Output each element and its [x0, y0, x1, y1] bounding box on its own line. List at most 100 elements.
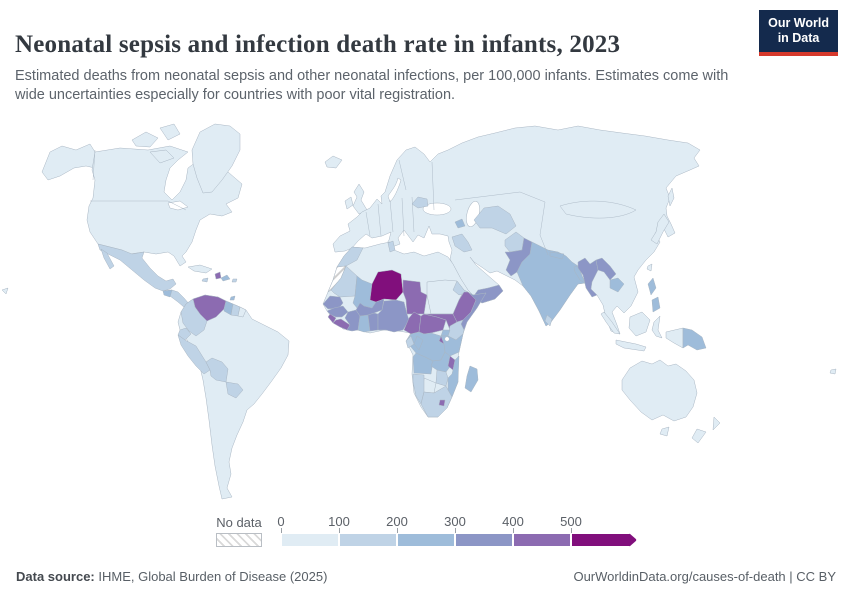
footer-license-link[interactable]: OurWorldinData.org/causes-of-death | CC … [573, 569, 836, 584]
country-zimbabwe[interactable] [435, 369, 449, 387]
country-congo[interactable] [413, 335, 424, 351]
country-borneo[interactable] [628, 311, 651, 337]
country-philippines-north[interactable] [647, 277, 657, 296]
legend-tick-label-0: 0 [277, 514, 285, 529]
country-mexico[interactable] [97, 243, 177, 292]
country-greenland[interactable] [191, 123, 241, 194]
country-ireland[interactable] [344, 196, 354, 210]
legend-tick-mark-100 [339, 528, 340, 533]
legend-no-data[interactable]: No data [216, 515, 262, 547]
data-source-text: Data source: IHME, Global Burden of Dise… [16, 569, 328, 584]
country-japan[interactable] [650, 213, 670, 245]
country-philippines-south[interactable] [651, 296, 661, 313]
country-colombia[interactable] [180, 298, 208, 337]
country-new-zealand-north[interactable] [712, 416, 721, 431]
country-guatemala[interactable] [162, 289, 173, 298]
country-guyana[interactable] [223, 300, 234, 316]
country-lesotho[interactable] [438, 399, 446, 407]
country-niger[interactable] [369, 269, 404, 303]
legend-bin-200-300[interactable] [397, 533, 455, 547]
legend-tick-label-100: 100 [328, 514, 350, 529]
country-ecuador[interactable] [177, 327, 192, 341]
legend-colorbar[interactable]: 0 100 200 300 400 500 [277, 514, 699, 547]
country-australia[interactable] [621, 359, 698, 422]
legend-bin-500+[interactable] [571, 533, 637, 547]
country-azerbaijan[interactable] [454, 218, 466, 229]
country-java[interactable] [615, 339, 647, 352]
country-laos[interactable] [595, 257, 617, 281]
map-legend: No data 0 100 200 300 400 500 [216, 514, 699, 547]
country-puerto-rico[interactable] [231, 278, 238, 283]
country-south-africa[interactable] [420, 385, 453, 418]
page-title: Neonatal sepsis and infection death rate… [15, 30, 621, 58]
chart-subtitle: Estimated deaths from neonatal sepsis an… [15, 67, 729, 103]
legend-tick-label-400: 400 [502, 514, 524, 529]
country-haiti[interactable] [214, 271, 222, 280]
legend-bin-400-500[interactable] [513, 533, 571, 547]
legend-no-data-swatch[interactable] [216, 533, 262, 547]
country-tasmania[interactable] [659, 426, 670, 437]
baltic-sea [387, 177, 402, 203]
country-bolivia[interactable] [205, 357, 229, 383]
country-nepal[interactable] [549, 251, 565, 260]
country-tunisia[interactable] [387, 240, 396, 253]
country-fiji[interactable] [829, 368, 837, 375]
country-hawaii[interactable] [1, 287, 9, 295]
country-angola[interactable] [412, 352, 434, 375]
country-french-guiana[interactable] [237, 306, 247, 318]
legend-tick-mark-400 [513, 528, 514, 533]
country-uzbekistan-turkmenistan[interactable] [473, 205, 517, 235]
country-romania[interactable] [411, 196, 429, 209]
country-taiwan[interactable] [646, 263, 653, 272]
legend-tick-label-300: 300 [444, 514, 466, 529]
legend-tick-label-500: 500 [560, 514, 582, 529]
legend-tick-mark-200 [397, 528, 398, 533]
country-sakhalin[interactable] [667, 187, 675, 207]
country-madagascar[interactable] [464, 365, 479, 393]
owid-logo: Our World in Data [759, 10, 838, 56]
owid-logo-line1: Our World [768, 16, 829, 30]
country-cuba[interactable] [187, 264, 213, 274]
country-borders-decorative [90, 149, 637, 256]
country-senegal[interactable] [322, 295, 344, 310]
owid-logo-line2: in Data [777, 31, 820, 46]
country-arctic-islands-1[interactable] [131, 131, 159, 148]
legend-tick-label-200: 200 [386, 514, 408, 529]
country-nigeria[interactable] [377, 299, 410, 333]
legend-bin-300-400[interactable] [455, 533, 513, 547]
data-source-label: Data source: [16, 569, 95, 584]
legend-no-data-label: No data [216, 515, 262, 530]
country-togo-benin[interactable] [367, 312, 379, 332]
legend-tick-mark-500 [571, 528, 572, 533]
legend-tick-mark-300 [455, 528, 456, 533]
country-papua-new-guinea[interactable] [682, 327, 707, 351]
country-sulawesi[interactable] [651, 315, 663, 339]
country-sri-lanka[interactable] [544, 314, 553, 327]
country-uk[interactable] [352, 183, 368, 215]
country-bangladesh[interactable] [573, 265, 586, 284]
country-arctic-islands-2[interactable] [159, 123, 181, 141]
country-iceland[interactable] [324, 155, 343, 169]
country-alaska[interactable] [41, 143, 96, 181]
legend-tick-mark-0 [281, 528, 282, 533]
chart-footer: Data source: IHME, Global Burden of Dise… [16, 569, 836, 584]
country-burkina-faso[interactable] [355, 298, 385, 317]
country-dominican-republic[interactable] [220, 274, 231, 282]
country-myanmar[interactable] [577, 257, 599, 298]
legend-bin-100-200[interactable] [339, 533, 397, 547]
country-iraq[interactable] [451, 233, 473, 253]
country-cambodia[interactable] [609, 277, 625, 293]
country-baja[interactable] [100, 248, 115, 270]
country-new-zealand-south[interactable] [691, 428, 707, 444]
black-sea [422, 202, 452, 216]
legend-bin-0-100[interactable] [281, 533, 339, 547]
country-new-guinea-west[interactable] [665, 327, 684, 349]
country-paraguay[interactable] [225, 381, 244, 399]
country-sumatra[interactable] [600, 311, 621, 335]
country-trinidad[interactable] [229, 295, 236, 301]
country-arctic-islands-3[interactable] [149, 149, 175, 164]
lake-victoria [444, 336, 450, 342]
country-jamaica[interactable] [201, 277, 209, 283]
